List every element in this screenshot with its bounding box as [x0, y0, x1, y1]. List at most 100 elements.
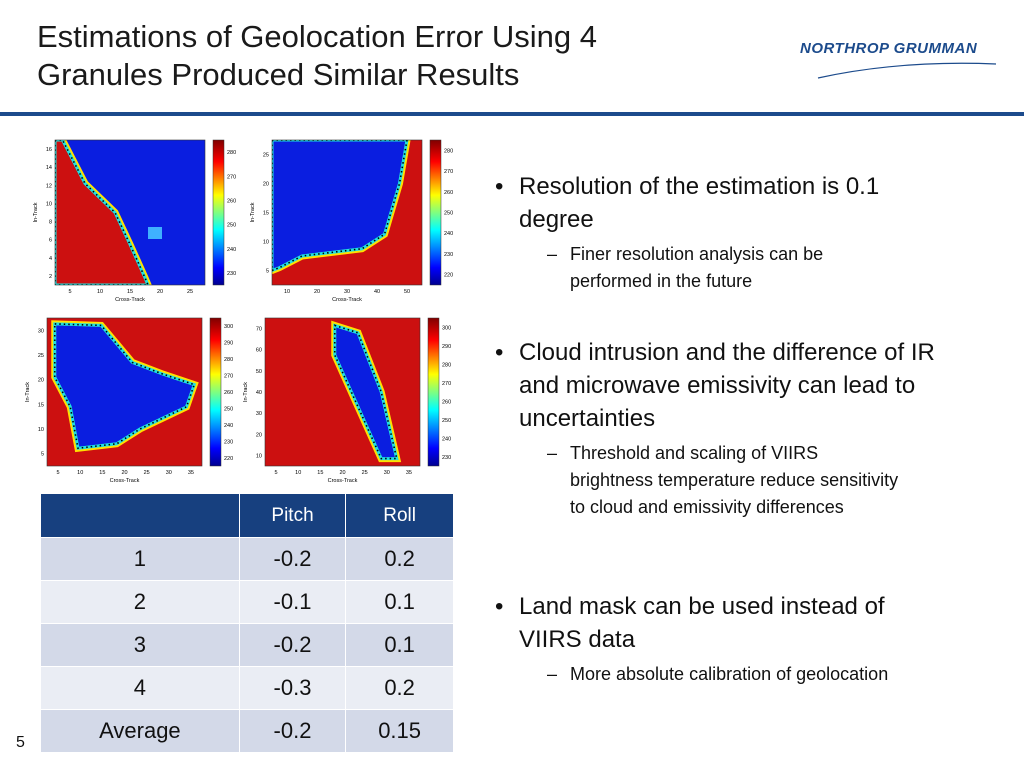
x-axis-label: Cross-Track: [332, 297, 362, 303]
colorbar: [427, 317, 440, 467]
title-line: Estimations of Geolocation Error Using 4: [37, 19, 597, 54]
colorbar-tick-label: 220: [444, 273, 453, 279]
y-tick-label: 5: [41, 452, 44, 458]
colorbar-tick-label: 260: [227, 198, 236, 204]
x-tick-label: 50: [404, 289, 410, 295]
sub-bullet: Finer resolution analysis can be perform…: [495, 241, 900, 295]
colorbar-tick-label: 250: [442, 418, 451, 424]
sub-bullet: Threshold and scaling of VIIRS brightnes…: [495, 440, 900, 521]
x-axis-label: Cross-Track: [110, 478, 140, 484]
x-tick-label: 30: [166, 470, 172, 476]
table-cell: 3: [40, 623, 240, 667]
colorbar-tick-label: 270: [224, 374, 233, 380]
colorbar-tick-label: 260: [224, 390, 233, 396]
heatmap-boundary: [53, 323, 196, 450]
x-tick-label: 10: [77, 470, 83, 476]
x-tick-label: 35: [188, 470, 194, 476]
x-tick-label: 15: [99, 470, 105, 476]
y-tick-label: 15: [38, 402, 44, 408]
y-tick-label: 4: [49, 256, 52, 262]
plot-frame: [264, 317, 421, 467]
y-tick-label: 10: [46, 201, 52, 207]
table-cell: 0.2: [345, 537, 454, 581]
heatmap-panel: 5 10 15 20 25 30 35 10 20 30 40 50 60 70 Cross-Track In…: [243, 317, 451, 484]
y-tick-label: 20: [256, 432, 262, 438]
y-tick-label: 40: [256, 390, 262, 396]
colorbar-tick-label: 250: [444, 211, 453, 217]
table-cell: -0.2: [238, 709, 347, 753]
table-cell: 0.15: [345, 709, 454, 753]
logo-swoosh: [817, 62, 997, 79]
colorbar-tick-label: 230: [227, 271, 236, 277]
colorbar-tick-label: 240: [442, 436, 451, 442]
x-tick-label: 15: [127, 289, 133, 295]
bullet: Cloud intrusion and the difference of IR…: [495, 336, 955, 521]
y-tick-label: 25: [38, 353, 44, 359]
colorbar-tick-label: 240: [444, 231, 453, 237]
y-tick-label: 15: [263, 211, 269, 217]
plot-frame: [46, 317, 203, 467]
heatmaps: 5 10 15 20 25 2 4 6 8 10 12 14 16 Cross-Track In-Track…: [25, 139, 453, 484]
error-table: Pitch Roll 1 -0.2 0.2 2 -0.1 0.1 3 -0.2 0.1 4 -0.3 0…: [40, 493, 454, 753]
page-number: 5: [16, 734, 25, 751]
colorbar-tick-label: 260: [442, 399, 451, 405]
x-tick-label: 5: [57, 470, 60, 476]
table-cell: -0.2: [238, 537, 347, 581]
x-axis-label: Cross-Track: [328, 478, 358, 484]
table-cell: 4: [40, 666, 240, 710]
colorbar-tick-label: 290: [224, 341, 233, 347]
title: Estimations of Geolocation Error Using 4…: [37, 18, 597, 94]
bullet: Resolution of the estimation is 0.1 degr…: [495, 170, 955, 295]
colorbar-tick-label: 280: [227, 150, 236, 156]
colorbar-tick-label: 270: [442, 381, 451, 387]
colorbar-tick-label: 280: [442, 362, 451, 368]
y-tick-label: 20: [263, 182, 269, 188]
table-cell: -0.2: [238, 623, 347, 667]
y-tick-label: 70: [256, 327, 262, 333]
heatmap-panel: 10 20 30 40 50 5 10 15 20 25 Cross-Track In-Track 22…: [250, 139, 453, 303]
heatmap-panel: 5 10 15 20 25 2 4 6 8 10 12 14 16 Cross-Track In-Track…: [33, 139, 236, 303]
heatmap-boundary: [272, 140, 408, 272]
colorbar: [212, 139, 225, 286]
logo: NORTHROP GRUMMAN: [800, 40, 978, 57]
heatmap-panel: 5 10 15 20 25 30 35 5 10 15 20 25 30 Cross-Track In-Tr…: [25, 317, 233, 484]
y-tick-label: 2: [49, 274, 52, 280]
y-axis-label: In-Track: [33, 202, 39, 222]
y-tick-label: 30: [38, 328, 44, 334]
x-tick-label: 25: [187, 289, 193, 295]
x-tick-label: 25: [362, 470, 368, 476]
y-tick-label: 16: [46, 147, 52, 153]
table-cell: -0.3: [238, 666, 347, 710]
y-tick-label: 60: [256, 348, 262, 354]
x-tick-label: 25: [144, 470, 150, 476]
colorbar-tick-label: 250: [224, 406, 233, 412]
table-cell: 0.2: [345, 666, 454, 710]
heatmap-image: [47, 318, 202, 466]
bullet-text: Cloud intrusion and the difference of IR…: [495, 336, 949, 435]
colorbar-tick-label: 240: [227, 247, 236, 253]
column-header: Roll: [345, 493, 454, 538]
bullet: Land mask can be used instead of VIIRS d…: [495, 590, 955, 688]
colorbar-tick-label: 230: [224, 439, 233, 445]
colorbar-tick-label: 270: [227, 174, 236, 180]
x-tick-label: 30: [384, 470, 390, 476]
sub-bullet: More absolute calibration of geolocation: [495, 661, 900, 688]
x-tick-label: 20: [157, 289, 163, 295]
column-header: Pitch: [238, 493, 347, 538]
table-row: Average -0.2 0.15: [40, 709, 454, 753]
x-tick-label: 35: [406, 470, 412, 476]
y-tick-label: 6: [49, 238, 52, 244]
colorbar: [209, 317, 222, 467]
heatmap-blob: [148, 227, 162, 239]
y-tick-label: 12: [46, 183, 52, 189]
colorbar-tick-label: 300: [442, 325, 451, 331]
colorbar-tick-label: 230: [444, 252, 453, 258]
y-axis-label: In-Track: [250, 202, 256, 222]
y-tick-label: 10: [38, 427, 44, 433]
x-axis-label: Cross-Track: [115, 297, 145, 303]
x-tick-label: 10: [97, 289, 103, 295]
table-cell: 1: [40, 537, 240, 581]
x-tick-label: 10: [295, 470, 301, 476]
y-tick-label: 10: [256, 453, 262, 459]
